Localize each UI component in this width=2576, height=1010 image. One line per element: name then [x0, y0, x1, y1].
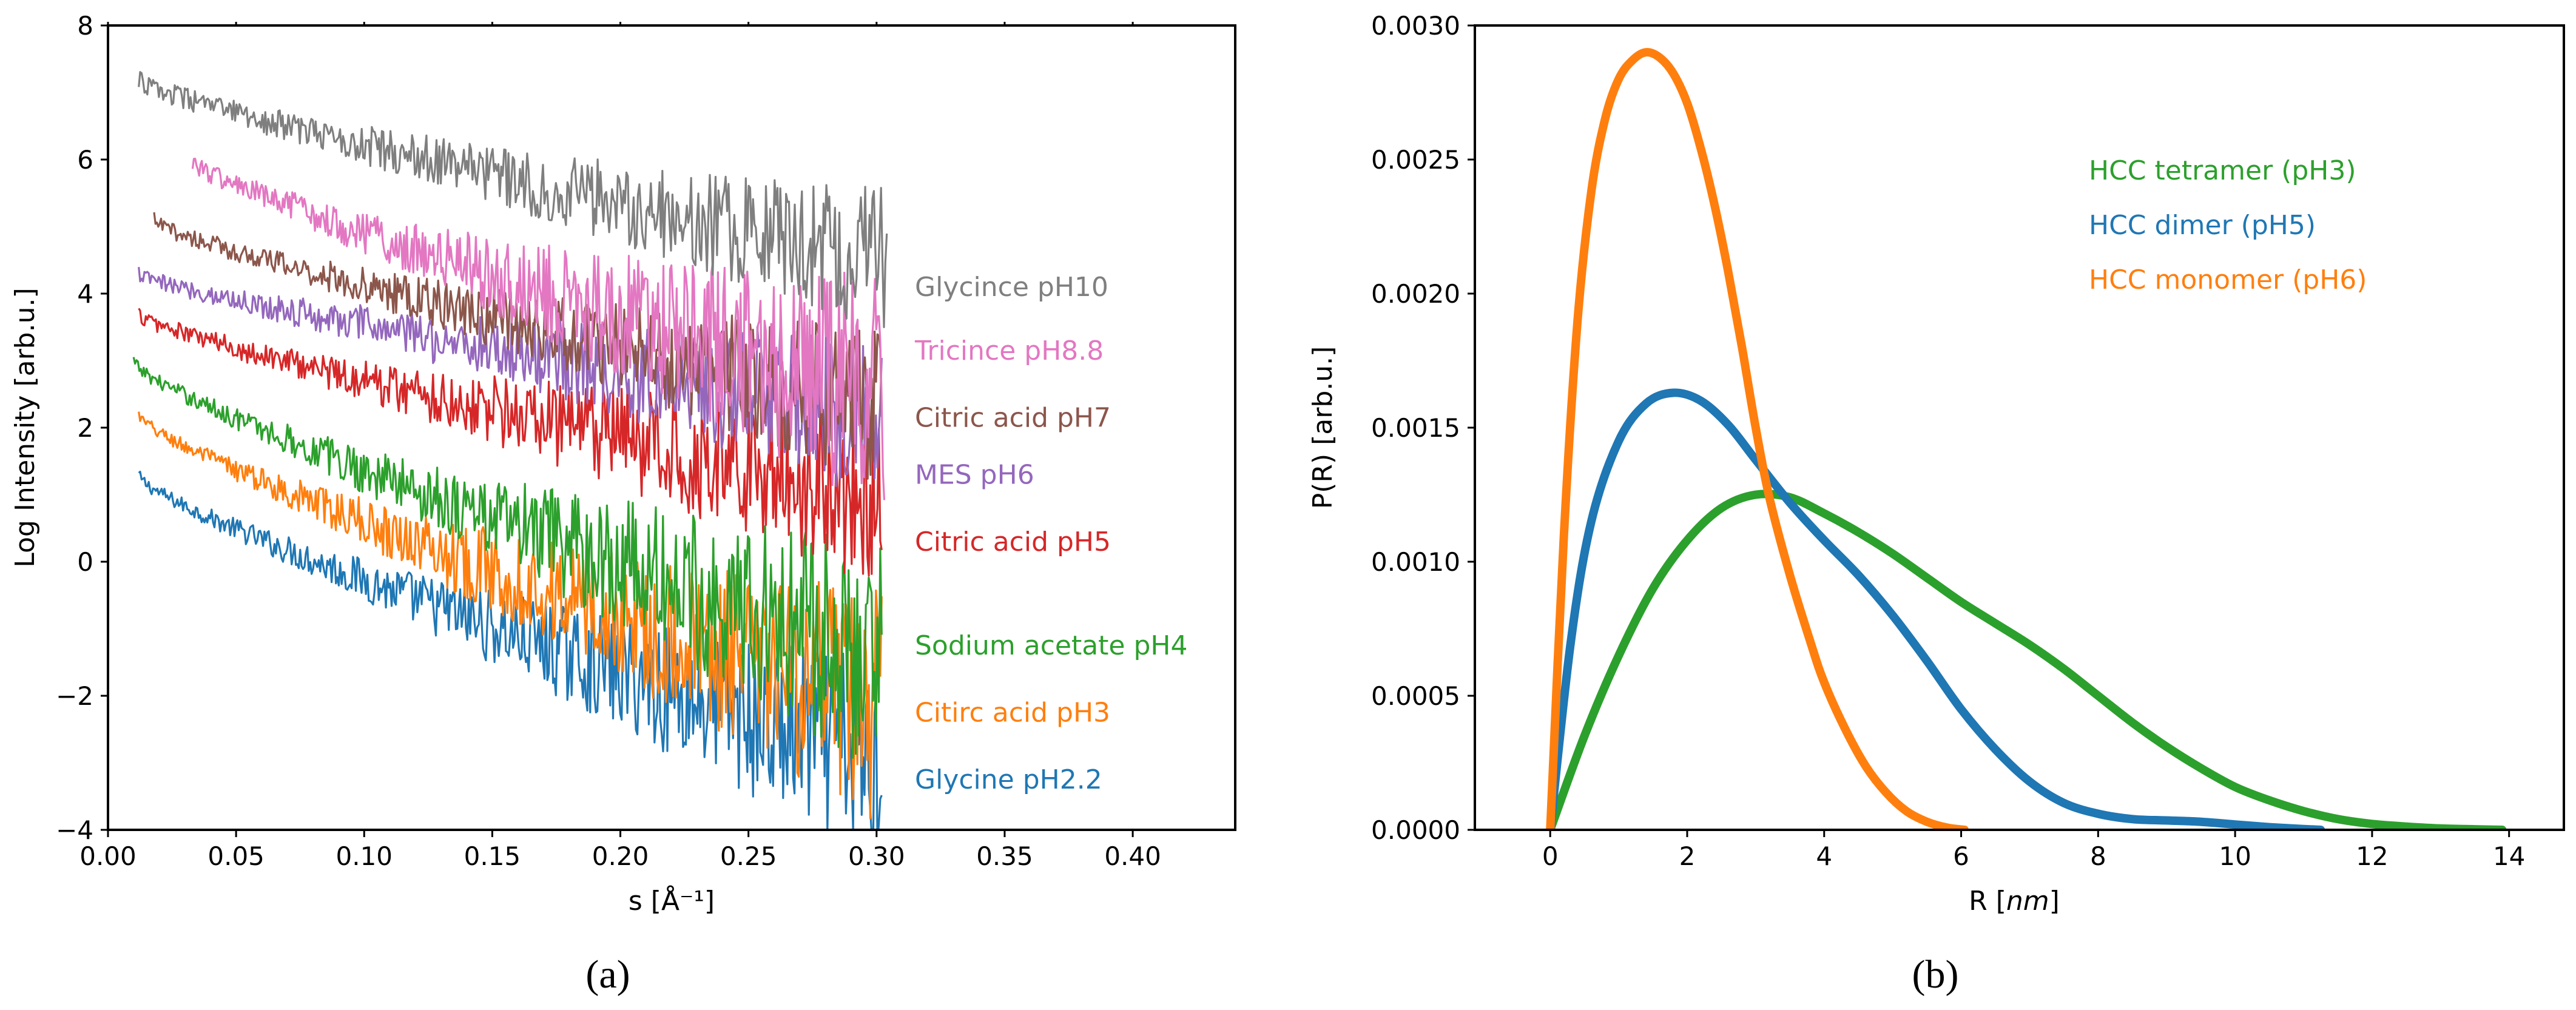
- a-series-label: Sodium acetate pH4: [915, 630, 1188, 661]
- b-y-tick-label: 0.0010: [1371, 547, 1460, 577]
- a-series-line: [153, 212, 883, 480]
- a-x-tick-label: 0.40: [1104, 841, 1161, 871]
- b-y-tick-label: 0.0020: [1371, 279, 1460, 309]
- b-x-axis-label: R [nm]: [1969, 886, 2060, 917]
- a-x-tick-label: 0.25: [720, 841, 777, 871]
- a-x-axis-label: s [Å⁻¹]: [629, 884, 715, 917]
- a-series-line: [138, 471, 883, 830]
- b-legend-entry: HCC tetramer (pH3): [2089, 155, 2356, 186]
- a-series-label: Citric acid pH7: [915, 402, 1111, 433]
- a-series-line: [138, 308, 883, 577]
- b-x-axis-label-unit: nm: [2006, 886, 2049, 917]
- a-curves: [132, 71, 888, 830]
- b-x-axis-label-suffix: ]: [2049, 886, 2060, 917]
- a-y-tick-label: −4: [56, 815, 93, 845]
- b-y-tick-label: 0.0025: [1371, 145, 1460, 175]
- a-y-tick-label: −2: [56, 681, 93, 711]
- b-x-tick-label: 12: [2356, 841, 2388, 871]
- b-x-tick-label: 6: [1953, 841, 1969, 871]
- a-panel-label: (a): [585, 952, 630, 997]
- a-y-tick-label: 4: [77, 279, 93, 309]
- b-x-tick-label: 0: [1542, 841, 1559, 871]
- b-legend: HCC tetramer (pH3) HCC dimer (pH5) HCC mon…: [2089, 155, 2367, 295]
- b-x-tick-label: 14: [2493, 841, 2525, 871]
- a-series-label: Glycince pH10: [915, 272, 1108, 303]
- a-series-line: [191, 158, 886, 500]
- b-axes-frame: [1474, 24, 2565, 831]
- a-series-label: Citric acid pH5: [915, 527, 1111, 557]
- b-x-ticks: 0 2 4 6 8 10 12 14: [1542, 830, 2525, 871]
- a-x-tick-label: 0.35: [976, 841, 1033, 871]
- a-y-tick-label: 8: [77, 11, 93, 41]
- a-series-label: Tricince pH8.8: [914, 335, 1104, 366]
- b-y-tick-label: 0.0000: [1371, 815, 1460, 845]
- b-x-tick-label: 8: [2090, 841, 2106, 871]
- b-y-tick-label: 0.0030: [1371, 11, 1460, 41]
- a-y-tick-label: 6: [77, 145, 93, 175]
- b-panel-label: (b): [1912, 952, 1959, 997]
- b-x-tick-label: 10: [2219, 841, 2251, 871]
- a-series-labels: Glycince pH10 Tricince pH8.8 Citric acid p…: [914, 272, 1188, 795]
- a-y-tick-label: 0: [77, 547, 93, 577]
- b-legend-entry: HCC dimer (pH5): [2089, 210, 2316, 241]
- b-series-line: [1546, 48, 1969, 830]
- a-series-label: Citirc acid pH3: [915, 698, 1110, 729]
- a-x-tick-label: 0.20: [592, 841, 649, 871]
- b-y-tick-label: 0.0005: [1371, 681, 1460, 711]
- panel-b-pair-distance-distribution: 0 2 4 6 8 10 12 14 0.00000.00050.00100.00150.00…: [1307, 11, 2565, 997]
- b-y-axis-label: P(R) [arb.u.]: [1307, 346, 1338, 510]
- b-y-tick-label: 0.0015: [1371, 413, 1460, 443]
- b-series-line: [1546, 490, 2507, 830]
- a-y-axis-label: Log Intensity [arb.u.]: [10, 288, 41, 567]
- b-x-tick-label: 4: [1816, 841, 1832, 871]
- a-x-tick-label: 0.05: [207, 841, 265, 871]
- b-series-line: [1546, 388, 2325, 830]
- a-series-line: [132, 357, 883, 759]
- b-curves: [1546, 48, 2507, 830]
- a-x-ticks: 0.00 0.05 0.10 0.15 0.20 0.25 0.30 0.35 0.40: [79, 22, 1161, 871]
- b-legend-entry: HCC monomer (pH6): [2089, 264, 2367, 295]
- a-y-tick-label: 2: [77, 413, 93, 443]
- b-x-tick-label: 2: [1679, 841, 1696, 871]
- b-x-axis-label-prefix: R [: [1969, 886, 2006, 917]
- panel-a-saxs-curves: Glycince pH10 Tricince pH8.8 Citric acid p…: [10, 11, 1236, 997]
- b-y-ticks: 0.0000 0.0005 0.0010 0.0015 0.0020 0.0025 0.00…: [1371, 11, 1475, 845]
- a-series-line: [138, 71, 888, 328]
- a-x-tick-label: 0.15: [464, 841, 521, 871]
- a-series-label: Glycine pH2.2: [915, 764, 1102, 795]
- a-y-ticks: −4 −2 0 2 4 6 8: [56, 11, 108, 845]
- a-x-tick-label: 0.30: [848, 841, 905, 871]
- a-series-label: MES pH6: [915, 459, 1034, 490]
- a-x-tick-label: 0.00: [79, 841, 137, 871]
- a-x-tick-label: 0.10: [336, 841, 393, 871]
